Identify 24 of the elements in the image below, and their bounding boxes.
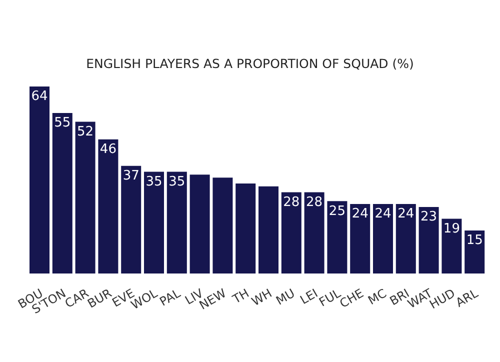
data-label: 19 [443, 221, 460, 236]
data-label: 24 [352, 206, 368, 222]
x-tick-label: MU [274, 286, 298, 308]
data-label: 52 [77, 124, 94, 140]
chart-title: ENGLISH PLAYERS AS A PROPORTION OF SQUAD (%) [85, 55, 415, 73]
x-tick-label: LEI [298, 286, 320, 308]
x-tick-label: MC [366, 286, 389, 308]
x-tick-label: PAL [157, 286, 184, 309]
data-label: 37 [122, 168, 140, 184]
x-tick-label: ARL [453, 286, 481, 310]
x-tick-label: TH [229, 286, 252, 307]
data-label: 28 [283, 194, 300, 210]
data-label: 64 [31, 89, 48, 104]
data-label: 55 [54, 116, 71, 131]
x-tick-label: WH [249, 286, 274, 309]
data-label: 24 [398, 206, 414, 222]
data-label: 35 [146, 174, 162, 190]
data-label: 15 [466, 233, 483, 248]
data-label: 23 [420, 210, 438, 225]
data-label: 25 [328, 204, 346, 219]
data-label: 24 [374, 206, 392, 222]
data-label: 28 [306, 194, 323, 210]
data-label: 35 [168, 174, 186, 190]
data-label: 46 [100, 142, 116, 158]
